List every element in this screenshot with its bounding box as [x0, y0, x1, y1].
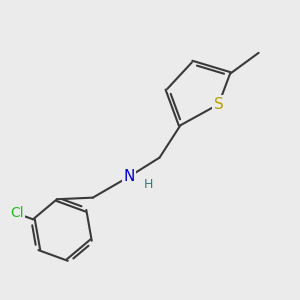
Text: Cl: Cl: [10, 206, 24, 220]
Text: S: S: [214, 97, 224, 112]
Text: H: H: [143, 178, 153, 191]
Text: N: N: [123, 169, 135, 184]
